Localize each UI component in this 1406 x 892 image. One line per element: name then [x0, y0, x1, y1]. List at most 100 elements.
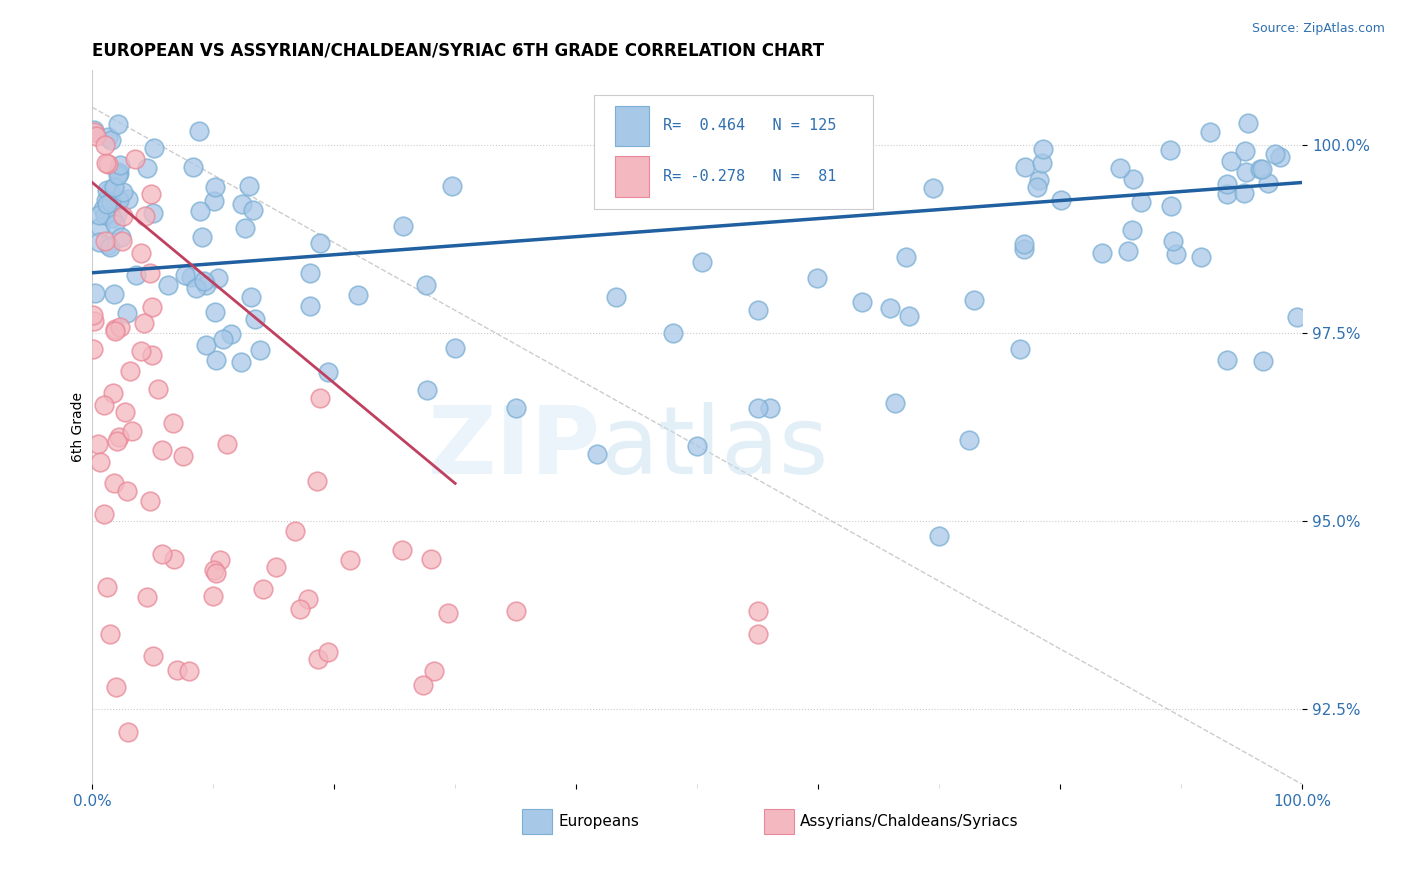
Point	[117, 192, 139, 206]
Point	[1109, 161, 1132, 176]
Text: atlas: atlas	[600, 402, 828, 494]
Point	[1164, 246, 1187, 260]
Point	[84, 286, 107, 301]
Bar	[614, 106, 648, 146]
Point	[100, 194, 122, 209]
Point	[308, 391, 330, 405]
Point	[108, 320, 131, 334]
Point	[347, 288, 370, 302]
Point	[1049, 193, 1071, 207]
Point	[505, 401, 527, 416]
Point	[243, 312, 266, 326]
Point	[339, 553, 361, 567]
Point	[136, 590, 159, 604]
Point	[423, 664, 446, 678]
Point	[87, 437, 110, 451]
Point	[163, 552, 186, 566]
Point	[96, 156, 118, 170]
Point	[747, 604, 769, 618]
Point	[391, 543, 413, 558]
Point	[124, 152, 146, 166]
Point	[125, 268, 148, 282]
Point	[202, 589, 225, 603]
Point	[1130, 194, 1153, 209]
Text: ZIP: ZIP	[427, 402, 600, 494]
Point	[150, 443, 173, 458]
Point	[605, 290, 627, 304]
Point	[412, 678, 434, 692]
Point	[207, 271, 229, 285]
Point	[415, 277, 437, 292]
Point	[1122, 172, 1144, 186]
Point	[117, 305, 139, 319]
Point	[89, 219, 111, 234]
Point	[96, 193, 118, 207]
Point	[1159, 144, 1181, 158]
Point	[759, 401, 782, 415]
Point	[1249, 162, 1271, 177]
Point	[1028, 173, 1050, 187]
Point	[83, 314, 105, 328]
Point	[104, 217, 127, 231]
Point	[928, 529, 950, 543]
Point	[957, 433, 980, 447]
Text: Europeans: Europeans	[558, 814, 638, 829]
Bar	[614, 156, 648, 197]
Point	[318, 645, 340, 659]
Point	[103, 180, 125, 194]
Point	[141, 300, 163, 314]
Point	[87, 208, 110, 222]
Text: EUROPEAN VS ASSYRIAN/CHALDEAN/SYRIAC 6TH GRADE CORRELATION CHART: EUROPEAN VS ASSYRIAN/CHALDEAN/SYRIAC 6TH…	[93, 42, 824, 60]
Point	[84, 128, 107, 143]
Point	[1285, 310, 1308, 324]
Point	[444, 341, 467, 355]
Y-axis label: 6th Grade: 6th Grade	[72, 392, 86, 462]
Point	[98, 184, 121, 198]
Point	[150, 547, 173, 561]
Point	[187, 124, 209, 138]
Point	[111, 209, 134, 223]
Point	[240, 290, 263, 304]
Point	[108, 430, 131, 444]
Point	[107, 168, 129, 182]
Point	[107, 117, 129, 131]
Point	[98, 627, 121, 641]
Point	[1010, 342, 1032, 356]
Point	[288, 602, 311, 616]
Point	[205, 566, 228, 580]
Point	[89, 455, 111, 469]
Point	[103, 476, 125, 491]
Point	[94, 138, 117, 153]
Point	[690, 255, 713, 269]
Point	[188, 204, 211, 219]
Point	[505, 604, 527, 618]
Point	[104, 324, 127, 338]
Point	[299, 266, 322, 280]
Point	[142, 206, 165, 220]
Point	[121, 424, 143, 438]
Point	[806, 270, 828, 285]
Point	[134, 316, 156, 330]
Text: Assyrians/Chaldeans/Syriacs: Assyrians/Chaldeans/Syriacs	[800, 814, 1019, 829]
Point	[98, 240, 121, 254]
Point	[238, 179, 260, 194]
Bar	[522, 809, 553, 834]
Point	[215, 437, 238, 451]
Point	[392, 219, 415, 233]
Point	[202, 194, 225, 208]
Point	[93, 398, 115, 412]
Point	[104, 321, 127, 335]
Point	[884, 395, 907, 409]
Point	[436, 606, 458, 620]
Point	[1163, 234, 1185, 248]
Point	[284, 524, 307, 538]
Point	[1199, 124, 1222, 138]
Point	[209, 553, 232, 567]
Point	[440, 179, 463, 194]
Point	[305, 474, 328, 488]
Point	[83, 123, 105, 137]
Point	[184, 281, 207, 295]
Point	[205, 353, 228, 368]
Point	[1257, 176, 1279, 190]
Point	[1014, 160, 1036, 174]
